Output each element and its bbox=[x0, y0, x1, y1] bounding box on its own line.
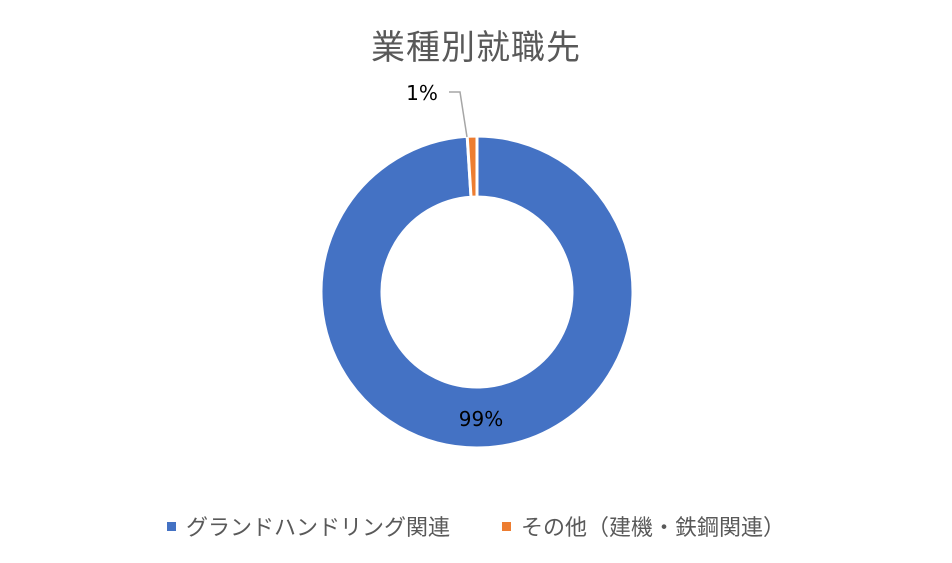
legend-swatch-0 bbox=[166, 521, 176, 531]
donut-slice-0 bbox=[319, 134, 635, 450]
data-label-1: 1% bbox=[406, 81, 438, 105]
legend-item-0: グランドハンドリング関連 bbox=[166, 510, 450, 542]
legend-item-1: その他（建機・鉄鋼関連） bbox=[502, 510, 785, 542]
legend-label-0: グランドハンドリング関連 bbox=[185, 516, 450, 541]
legend: グランドハンドリング関連 その他（建機・鉄鋼関連） bbox=[0, 510, 952, 542]
legend-swatch-1 bbox=[502, 521, 511, 531]
legend-label-1: その他（建機・鉄鋼関連） bbox=[521, 516, 786, 541]
leader-line bbox=[449, 91, 468, 138]
donut-slice-1 bbox=[465, 134, 479, 199]
chart-title: 業種別就職先 bbox=[371, 28, 581, 68]
data-label-0: 99% bbox=[459, 407, 503, 431]
